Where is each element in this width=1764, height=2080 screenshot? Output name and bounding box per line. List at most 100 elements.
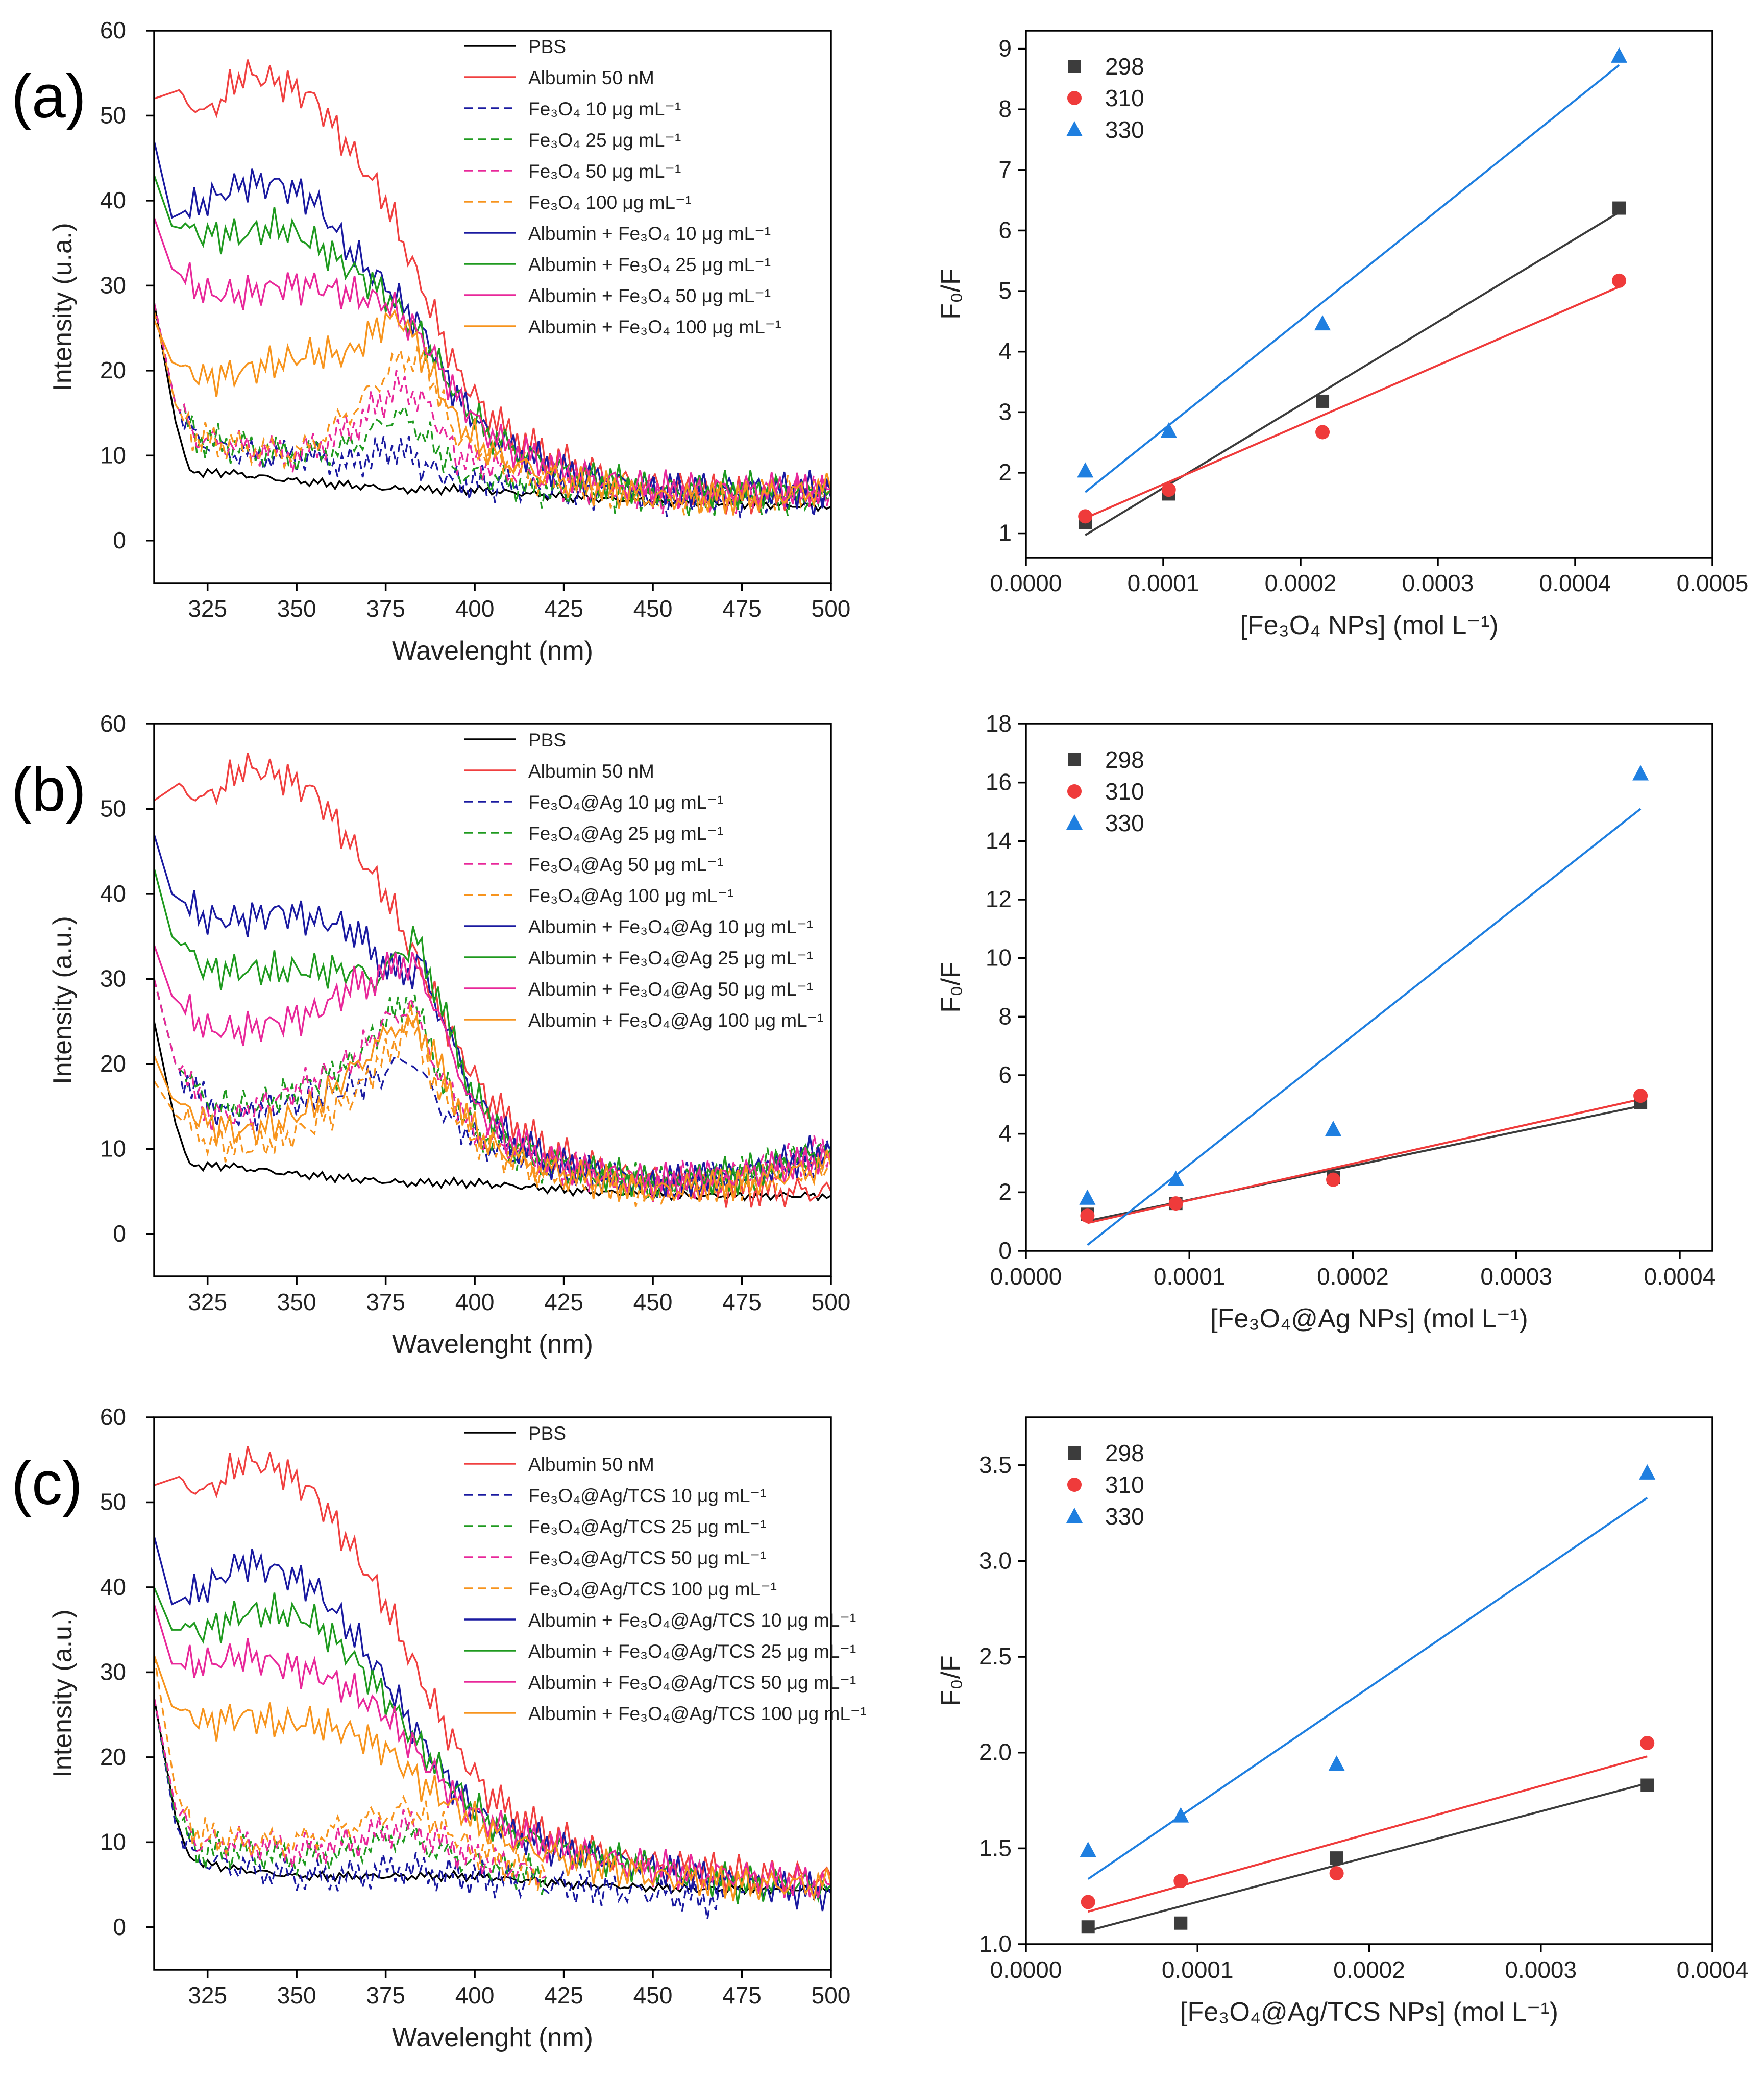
series-line <box>154 308 831 516</box>
x-tick-label: 0.0002 <box>1265 570 1337 596</box>
plot-frame <box>1025 30 1713 559</box>
fit-line <box>1088 1782 1648 1932</box>
y-tick-label: 2 <box>998 1178 1012 1205</box>
legend-label: Albumin + Fe₃O₄ 100 μg mL⁻¹ <box>528 317 781 337</box>
x-tick-label: 500 <box>812 595 851 622</box>
x-tick-label: 0.0000 <box>990 570 1062 596</box>
data-point <box>1161 482 1176 497</box>
x-tick-label: 0.0002 <box>1317 1263 1389 1290</box>
x-tick-label: 0.0001 <box>1154 1263 1226 1290</box>
x-tick-label: 350 <box>277 1982 316 2009</box>
legend-label: Albumin + Fe₃O₄ 50 μg mL⁻¹ <box>528 285 771 306</box>
series-line <box>154 175 831 510</box>
legend-label: 330 <box>1105 810 1144 836</box>
legend-label: 310 <box>1105 778 1144 805</box>
legend-label: Albumin + Fe₃O₄ 10 μg mL⁻¹ <box>528 223 771 244</box>
y-tick-label: 30 <box>100 272 126 298</box>
plot-frame <box>153 723 832 1277</box>
y-tick-label: 1 <box>998 520 1012 546</box>
y-axis-label: Intensity (u.a.) <box>48 223 78 391</box>
x-tick-label: 325 <box>188 595 227 622</box>
series-line <box>154 302 831 515</box>
legend-marker <box>1068 1446 1081 1460</box>
y-tick-label: 60 <box>100 17 126 43</box>
legend-label: Fe₃O₄ 10 μg mL⁻¹ <box>528 99 681 119</box>
y-tick-label: 4 <box>998 338 1012 365</box>
data-point <box>1611 47 1628 63</box>
y-tick-label: 8 <box>998 1003 1012 1029</box>
data-point <box>1633 1089 1648 1103</box>
data-point <box>1316 394 1330 408</box>
y-axis-label: F₀/F <box>936 269 966 320</box>
legend-marker <box>1068 753 1081 766</box>
data-point <box>1329 1866 1344 1881</box>
x-tick-label: 375 <box>366 1289 405 1315</box>
data-point <box>1325 1121 1342 1136</box>
y-tick-label: 6 <box>998 1061 1012 1088</box>
legend-label: Fe₃O₄@Ag 25 μg mL⁻¹ <box>528 823 723 844</box>
data-point <box>1640 1778 1654 1792</box>
legend-label: Albumin 50 nM <box>528 67 654 88</box>
legend-label: 310 <box>1105 1471 1144 1498</box>
legend-label: Albumin + Fe₃O₄@Ag/TCS 10 μg mL⁻¹ <box>528 1610 856 1631</box>
legend-marker <box>1067 1478 1082 1492</box>
legend-marker <box>1067 91 1082 105</box>
spectrum-chart: 325 350 375 400 425 450 475 500 0 10 20 30 40 50 60 Wav… <box>48 17 850 666</box>
panel-label: (c) <box>11 1449 83 1517</box>
legend-label: PBS <box>528 36 566 57</box>
y-tick-label: 50 <box>100 102 126 128</box>
x-tick-label: 400 <box>455 1982 495 2009</box>
data-point <box>1079 1189 1096 1205</box>
legend-marker <box>1066 1508 1083 1523</box>
data-point <box>1080 1208 1095 1223</box>
legend-label: Fe₃O₄@Ag 50 μg mL⁻¹ <box>528 854 723 875</box>
x-axis-label: Wavelenght (nm) <box>392 636 593 666</box>
data-point <box>1160 422 1177 438</box>
y-axis-label: Intensity (a.u.) <box>48 916 78 1084</box>
data-point <box>1315 425 1330 440</box>
x-tick-label: 450 <box>633 1289 673 1315</box>
series-line <box>154 1003 831 1207</box>
y-axis-label: F₀/F <box>936 1655 966 1706</box>
x-tick-label: 425 <box>544 1289 583 1315</box>
data-point <box>1080 1842 1096 1857</box>
x-tick-label: 375 <box>366 595 405 622</box>
y-tick-label: 50 <box>100 795 126 821</box>
data-point <box>1328 1755 1345 1771</box>
legend-label: Albumin + Fe₃O₄@Ag 10 μg mL⁻¹ <box>528 916 813 937</box>
x-tick-label: 400 <box>455 1289 495 1315</box>
y-tick-label: 12 <box>986 886 1012 912</box>
legend-label: Albumin 50 nM <box>528 1454 654 1475</box>
y-tick-label: 30 <box>100 965 126 991</box>
legend-label: PBS <box>528 1423 566 1444</box>
x-tick-label: 0.0001 <box>1162 1956 1234 1983</box>
y-tick-label: 30 <box>100 1658 126 1685</box>
y-tick-label: 40 <box>100 187 126 213</box>
x-tick-label: 0.0003 <box>1505 1956 1577 1983</box>
legend-label: 298 <box>1105 746 1144 773</box>
y-tick-label: 6 <box>998 216 1012 243</box>
x-tick-label: 0.0003 <box>1480 1263 1552 1290</box>
data-point <box>1081 1895 1095 1909</box>
legend-label: Albumin 50 nM <box>528 761 654 782</box>
x-tick-label: 450 <box>633 595 673 622</box>
legend-label: Albumin + Fe₃O₄@Ag/TCS 100 μg mL⁻¹ <box>528 1703 867 1724</box>
y-tick-label: 20 <box>100 1050 126 1077</box>
y-tick-label: 16 <box>986 769 1012 795</box>
x-tick-label: 350 <box>277 595 316 622</box>
legend-marker <box>1068 60 1081 73</box>
fit-line <box>1084 64 1620 493</box>
y-tick-label: 0 <box>113 1914 126 1940</box>
y-tick-label: 8 <box>998 95 1012 122</box>
y-tick-label: 10 <box>100 1135 126 1162</box>
legend-label: Fe₃O₄ 50 μg mL⁻¹ <box>528 161 681 182</box>
x-axis-label: Wavelenght (nm) <box>392 1329 593 1359</box>
data-point <box>1640 1735 1655 1750</box>
spectrum-chart: 325 350 375 400 425 450 475 500 0 10 20 30 40 50 60 Wav… <box>48 710 850 1359</box>
series-line <box>154 978 831 1200</box>
legend-label: Fe₃O₄@Ag/TCS 50 μg mL⁻¹ <box>528 1547 766 1568</box>
series-line <box>154 1012 831 1202</box>
y-tick-label: 3.5 <box>979 1452 1012 1478</box>
y-tick-label: 20 <box>100 357 126 383</box>
